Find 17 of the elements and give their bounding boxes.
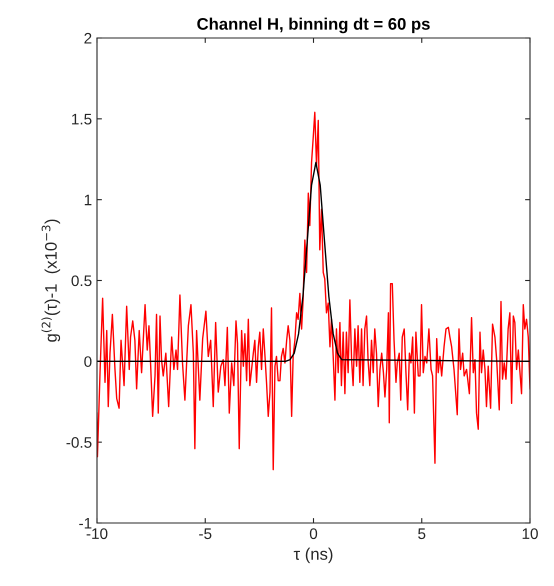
x-tick-label: -10 (86, 528, 108, 540)
y-tick-label: 0.5 (72, 275, 92, 286)
x-tick-label: -5 (199, 528, 212, 540)
y-tick-label: -0.5 (66, 437, 92, 448)
y-axis-title: g$^{(2)}$(τ)-1 (x10$^{−3}$) (41, 220, 60, 342)
x-tick-label: 10 (522, 528, 538, 540)
y-tick-label: 2 (84, 32, 92, 44)
y-tick-label: -1 (79, 518, 92, 529)
y-tick-label: 1.5 (72, 114, 92, 125)
y-tick-label: 1 (84, 194, 92, 206)
y-tick-label: 0 (84, 356, 92, 368)
line-series (97, 162, 530, 362)
x-axis-title: τ (ns) (294, 548, 332, 564)
line-series (97, 112, 530, 470)
chart-title: Channel H, binning dt = 60 ps (197, 18, 430, 34)
x-tick-label: 0 (310, 528, 318, 540)
x-tick-label: 5 (418, 528, 426, 540)
